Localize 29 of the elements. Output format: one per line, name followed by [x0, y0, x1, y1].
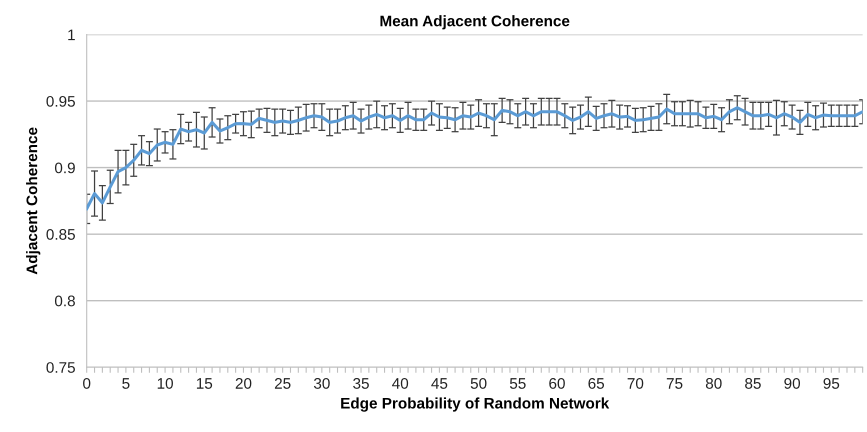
- y-tick-label: 0.95: [46, 96, 75, 107]
- chart-title: Mean Adjacent Coherence: [380, 15, 570, 30]
- y-tick-label: 0.85: [46, 229, 75, 240]
- x-tick-label: 0: [83, 378, 90, 389]
- x-tick-label: 30: [314, 378, 330, 389]
- x-tick-label: 65: [588, 378, 604, 389]
- x-tick-label: 90: [784, 378, 800, 389]
- y-tick-label: 0.8: [54, 296, 75, 306]
- x-tick-label: 95: [824, 378, 840, 389]
- y-axis-title: Adjacent Coherence: [26, 128, 40, 274]
- y-tick-label: 0.9: [54, 162, 75, 174]
- x-tick-label: 50: [470, 378, 486, 389]
- x-tick-label: 25: [274, 378, 291, 389]
- x-tick-label: 70: [628, 378, 644, 389]
- x-tick-label: 10: [158, 378, 173, 389]
- x-tick-label: 40: [392, 378, 408, 389]
- x-tick-label: 80: [706, 378, 722, 389]
- x-tick-label: 55: [510, 378, 526, 389]
- x-tick-label: 35: [353, 378, 369, 389]
- x-tick-label: 45: [431, 378, 448, 389]
- x-tick-label: 85: [745, 378, 761, 389]
- x-tick-label: 20: [236, 378, 252, 389]
- x-tick-label: 15: [196, 378, 212, 389]
- x-tick-label: 60: [549, 378, 565, 389]
- x-axis-title: Edge Probability of Random Network: [341, 397, 610, 412]
- x-tick-label: 75: [666, 378, 682, 389]
- y-tick-label: 0.75: [46, 362, 75, 373]
- x-tick-label: 5: [122, 378, 130, 389]
- y-tick-label: 1: [68, 30, 75, 40]
